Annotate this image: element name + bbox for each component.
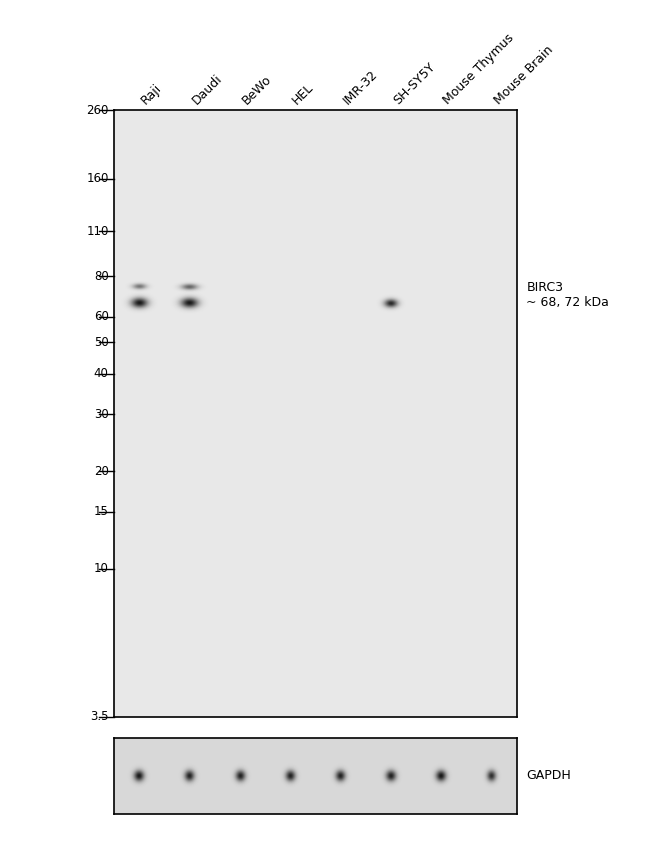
Text: 160: 160: [86, 172, 109, 185]
Text: SH-SY5Y: SH-SY5Y: [391, 60, 437, 107]
Text: HEL: HEL: [290, 81, 317, 107]
Text: IMR-32: IMR-32: [341, 67, 380, 107]
Text: 60: 60: [94, 310, 109, 323]
Text: 80: 80: [94, 270, 109, 282]
Text: 20: 20: [94, 465, 109, 477]
Text: 110: 110: [86, 225, 109, 237]
Text: Mouse Thymus: Mouse Thymus: [441, 31, 517, 107]
Text: Mouse Brain: Mouse Brain: [491, 43, 556, 107]
Text: 10: 10: [94, 562, 109, 575]
Text: 260: 260: [86, 103, 109, 117]
Text: BeWo: BeWo: [240, 72, 274, 107]
Text: BIRC3
~ 68, 72 kDa: BIRC3 ~ 68, 72 kDa: [526, 282, 610, 310]
Text: 40: 40: [94, 367, 109, 380]
Text: 15: 15: [94, 505, 109, 518]
Text: 3.5: 3.5: [90, 710, 109, 723]
Text: GAPDH: GAPDH: [526, 769, 571, 783]
Text: 30: 30: [94, 408, 109, 421]
Text: Raji: Raji: [139, 81, 164, 107]
Text: 50: 50: [94, 336, 109, 349]
Text: Daudi: Daudi: [189, 72, 224, 107]
